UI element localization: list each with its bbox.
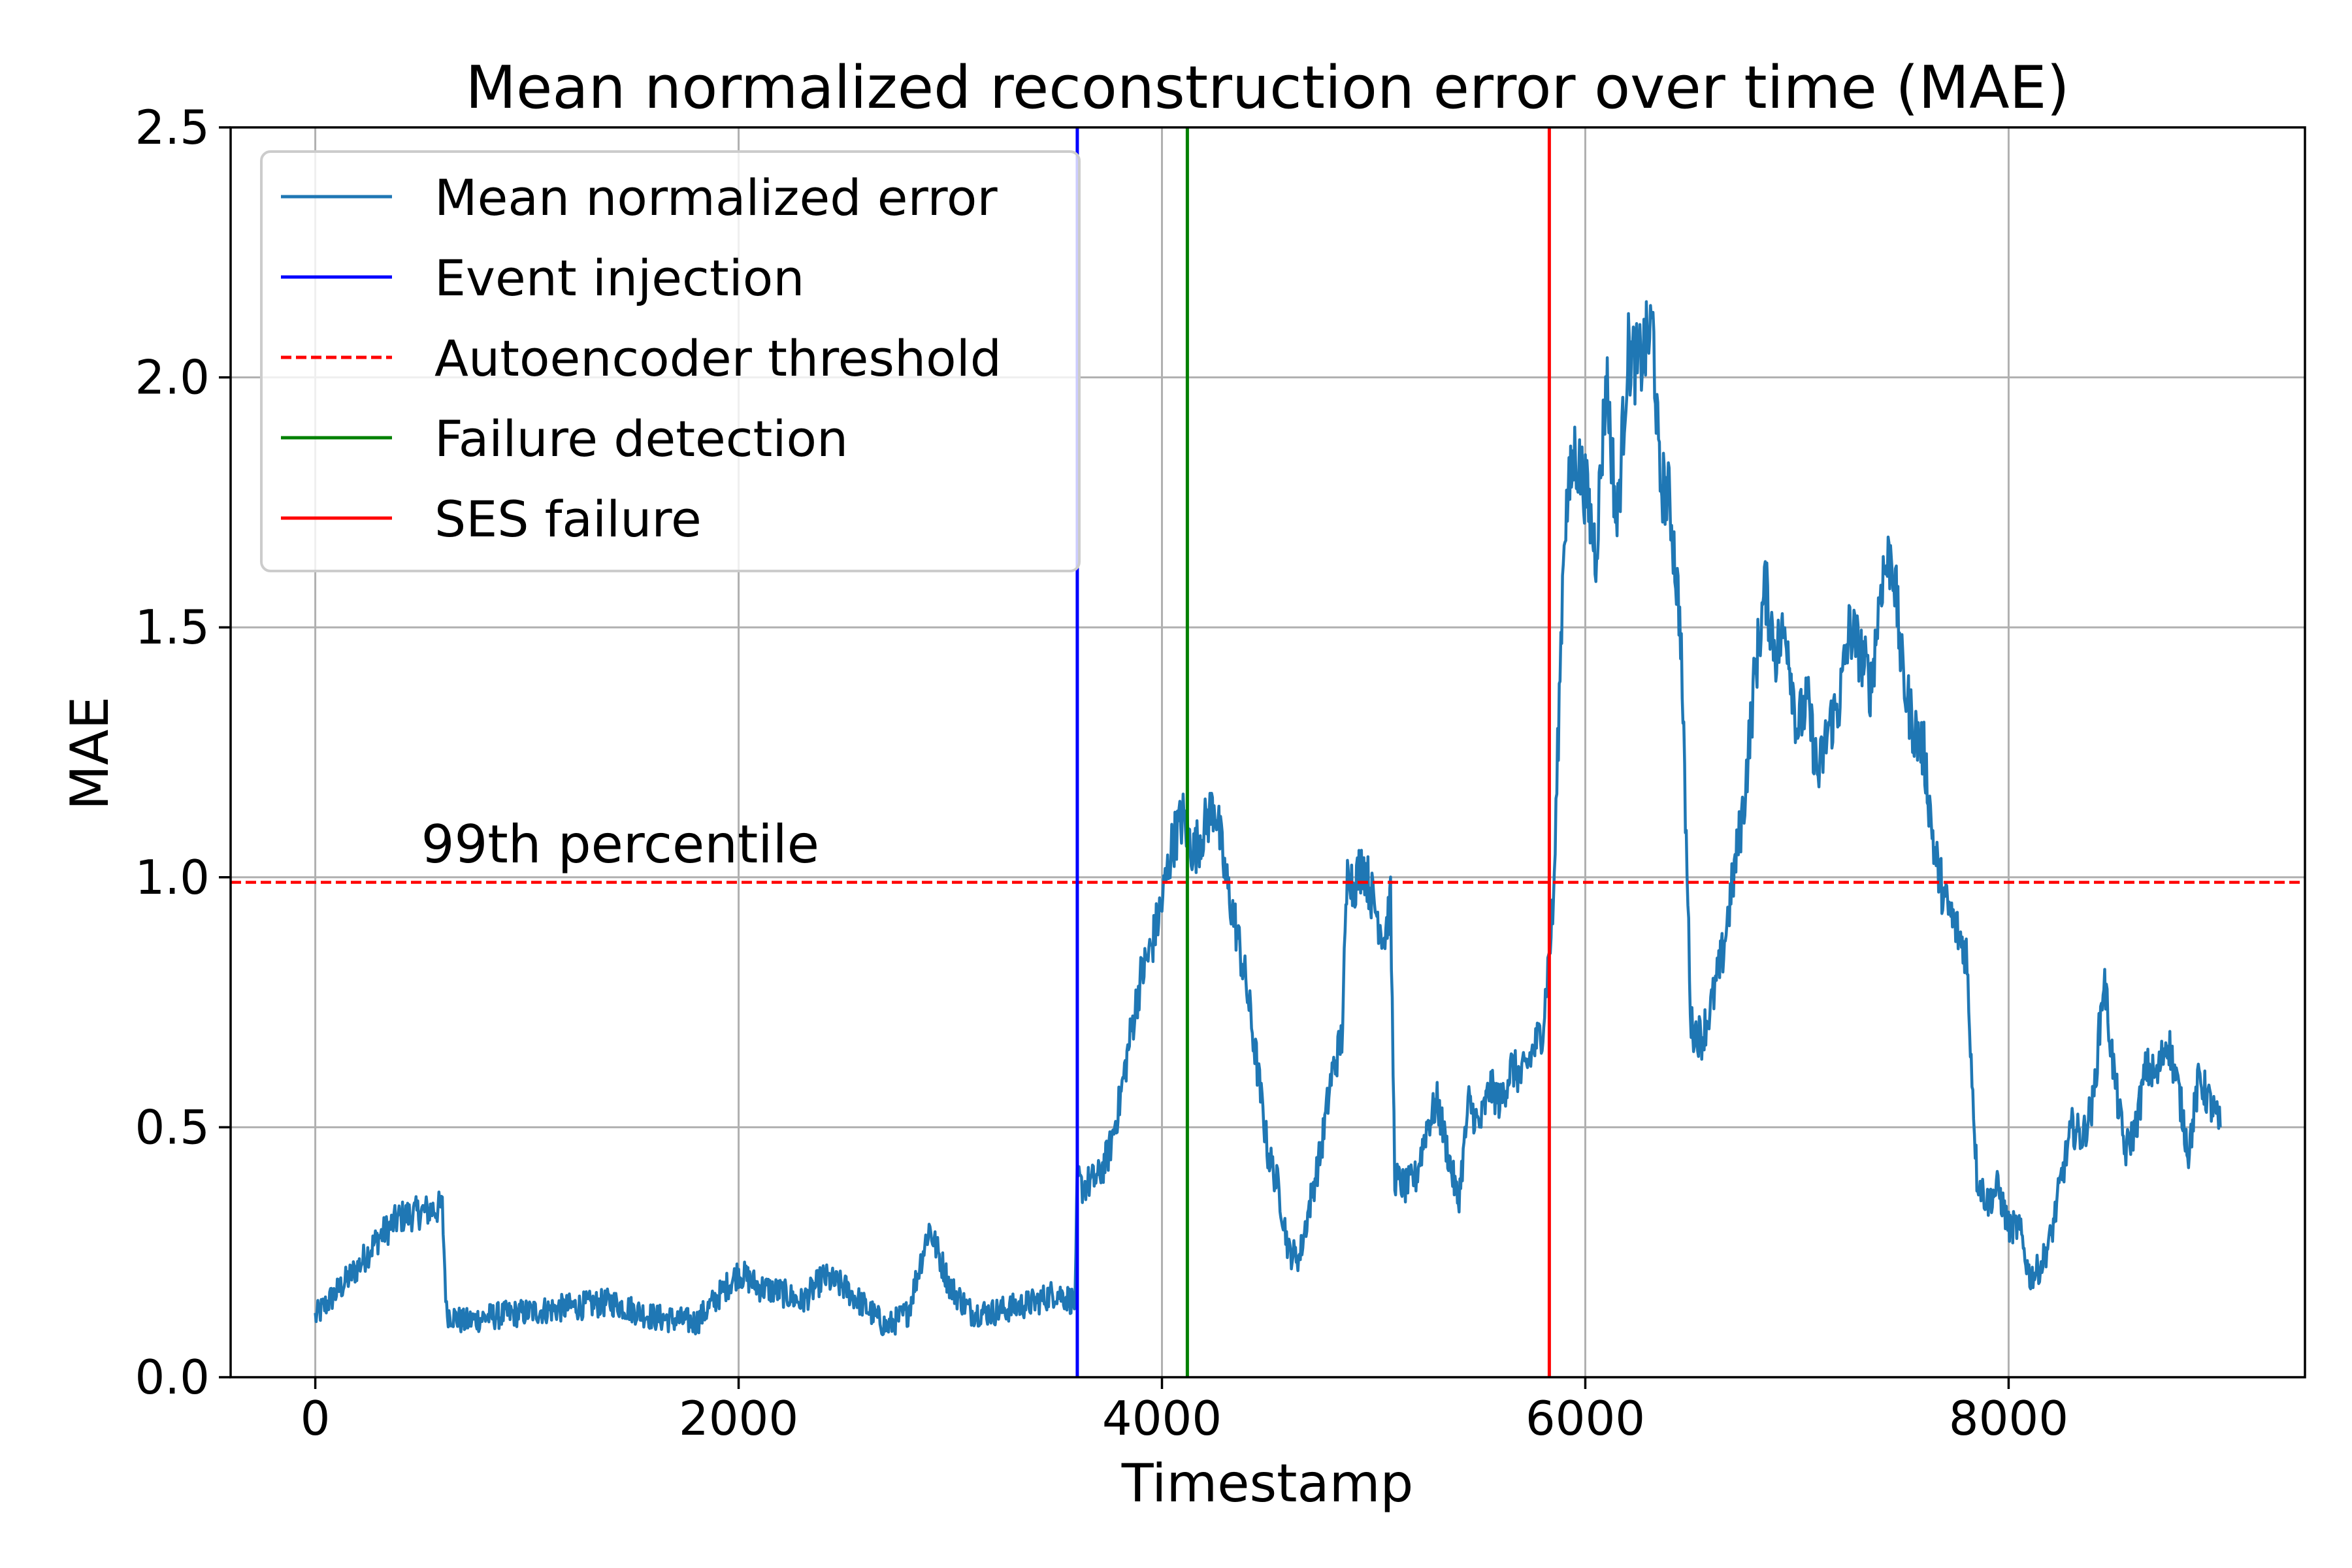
chart-title: Mean normalized reconstruction error ove… xyxy=(465,54,2069,122)
frame-layer xyxy=(229,126,2306,1379)
y-tick-label: 0.0 xyxy=(135,1350,210,1405)
plot-frame xyxy=(229,126,2306,1379)
y-tick-label: 2.5 xyxy=(135,100,210,155)
x-tick-label: 6000 xyxy=(1526,1391,1645,1446)
y-axis-label: MAE xyxy=(59,696,120,810)
threshold-annotation: 99th percentile xyxy=(421,814,819,875)
legend: Mean normalized error Event injection Auto… xyxy=(260,150,1081,572)
series-mean-normalized-error xyxy=(314,300,2222,1337)
y-tick-label: 0.5 xyxy=(135,1100,210,1154)
x-tick-label: 0 xyxy=(301,1391,331,1446)
y-tick-label: 2.0 xyxy=(135,350,210,405)
legend-label: Autoencoder threshold xyxy=(434,329,1002,387)
legend-label: Event injection xyxy=(434,249,804,307)
y-tick-label: 1.0 xyxy=(135,850,210,905)
legend-label: Failure detection xyxy=(434,410,848,468)
x-tick-label: 8000 xyxy=(1949,1391,2068,1446)
legend-box xyxy=(260,150,1081,572)
legend-label: SES failure xyxy=(434,490,702,548)
x-axis-label: Timestamp xyxy=(1121,1453,1414,1514)
x-tick-label: 2000 xyxy=(679,1391,798,1446)
x-tick-label: 4000 xyxy=(1102,1391,1222,1446)
legend-items: Mean normalized error Event injection Auto… xyxy=(281,169,1002,548)
legend-label: Mean normalized error xyxy=(434,169,998,227)
tick-layer: 0 2000 4000 6000 8000 0.0 0.5 1.0 1.5 2.0 2.5 xyxy=(135,100,2068,1446)
y-tick-label: 1.5 xyxy=(135,600,210,655)
